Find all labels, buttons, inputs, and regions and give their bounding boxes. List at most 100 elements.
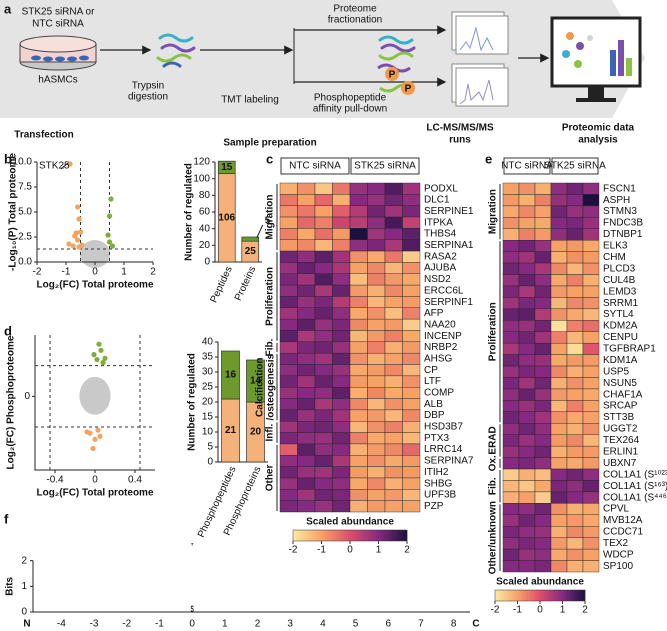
point — [108, 196, 114, 202]
heatmap-cell — [502, 308, 520, 321]
heatmap-cell — [349, 455, 368, 467]
step-label: Phosphopeptide — [314, 93, 387, 104]
heatmap-cell — [534, 251, 552, 264]
heatmap-cell — [518, 251, 536, 264]
heatmap-cell — [349, 489, 368, 501]
row-label: PTX3 — [424, 433, 449, 444]
colorbar-tick-label: -1 — [317, 545, 326, 556]
heatmap-cell — [402, 477, 421, 490]
heatmap-cell — [367, 284, 386, 297]
heatmap-cell — [582, 411, 600, 424]
colorbar-step — [546, 590, 550, 601]
colorbar-step — [384, 530, 388, 541]
heatmap-cell — [314, 307, 333, 320]
heatmap-cell — [314, 273, 333, 286]
heatmap-cell — [384, 182, 403, 195]
stage-label: analysis — [578, 135, 618, 146]
heatmap-cell — [367, 341, 386, 354]
heatmap-cell — [566, 560, 584, 573]
colorbar-step — [533, 590, 536, 601]
heatmap-cell — [502, 217, 520, 229]
heatmap-cell — [518, 548, 536, 561]
row-group-label: Other/unknown — [488, 501, 499, 574]
heatmap-cell — [566, 503, 584, 515]
colorbar-tick-label: 1 — [376, 545, 382, 556]
y-axis-label: Bits — [5, 576, 16, 595]
heatmap-cell — [502, 526, 520, 538]
heatmap-cell — [279, 432, 298, 445]
sirna-label: NTC siRNA — [32, 19, 84, 30]
heatmap-cell — [297, 455, 316, 467]
annotation-leader — [60, 162, 69, 170]
heatmap-cell — [384, 409, 403, 422]
heatmap-cell — [518, 217, 536, 229]
step-label: Trypsin — [132, 81, 164, 92]
heatmap-cell — [550, 228, 568, 241]
heatmap-cell — [314, 443, 333, 456]
heatmap-cell — [279, 330, 298, 343]
heatmap-cell — [534, 526, 552, 538]
heatmap-cell — [297, 194, 316, 206]
heatmap-cell — [367, 398, 386, 411]
colorbar-step — [381, 530, 385, 541]
group-box — [280, 157, 350, 175]
heatmap-cell — [332, 455, 351, 467]
stage-label: Transfection — [14, 130, 73, 141]
colorbar-step — [524, 590, 527, 601]
colorbar-step — [315, 530, 319, 541]
heatmap-cell — [582, 262, 600, 275]
heatmap-cell — [534, 354, 552, 367]
heatmap-cell — [502, 468, 520, 481]
heatmap-cell — [502, 274, 520, 287]
heatmap-cell — [367, 262, 386, 274]
heatmap-cell — [582, 251, 600, 264]
heatmap-cell — [518, 400, 536, 413]
heatmap-cell — [384, 205, 403, 218]
heatmap-cell — [279, 296, 298, 308]
colorbar-step — [578, 590, 581, 601]
heatmap-cell — [518, 331, 536, 344]
colorbar-step — [517, 590, 521, 601]
point-cloud — [79, 376, 111, 415]
heatmap-cell — [314, 318, 333, 331]
y-tick-label: 5.0 — [18, 207, 32, 218]
heatmap-cell — [582, 194, 600, 207]
heatmap-cell — [582, 434, 600, 447]
heatmap-cell — [279, 262, 298, 274]
colorbar-step — [555, 590, 559, 601]
y-axis-label: Number of regulated — [187, 353, 198, 451]
heatmap-cell — [297, 398, 316, 411]
heatmap-cell — [297, 432, 316, 445]
heatmap-cell — [534, 548, 552, 561]
heatmap-cell — [384, 466, 403, 479]
heatmap-cell — [332, 341, 351, 354]
heatmap-cell — [582, 526, 600, 538]
row-label: CHM — [603, 252, 626, 263]
heatmap-cell — [566, 537, 584, 550]
heatmap-cell — [534, 480, 552, 493]
heatmap-cell — [279, 489, 298, 501]
row-label: NSUN5 — [603, 378, 637, 389]
x-tick-label: 0 — [92, 475, 98, 486]
heatmap-cell — [502, 537, 520, 550]
heatmap-cell — [384, 489, 403, 501]
heatmap-cell — [550, 342, 568, 355]
heatmap-cell — [518, 194, 536, 207]
heatmap-cell — [402, 466, 421, 479]
heatmap-cell — [297, 341, 316, 354]
x-tick-label: 0 — [92, 267, 98, 278]
colorbar-step — [335, 530, 339, 541]
position-label: 4 — [320, 619, 326, 630]
colorbar-step — [558, 590, 561, 601]
x-tick-label: 1 — [121, 267, 127, 278]
bar-segment — [217, 160, 236, 175]
row-group-label: Migration — [488, 189, 499, 234]
position-label: 2 — [255, 619, 261, 630]
heatmap-cell — [566, 308, 584, 321]
heatmap-cell — [297, 477, 316, 490]
phospho-mark: P — [389, 70, 396, 81]
point — [105, 232, 111, 238]
heatmap-cell — [367, 205, 386, 218]
heatmap-cell — [402, 239, 421, 252]
